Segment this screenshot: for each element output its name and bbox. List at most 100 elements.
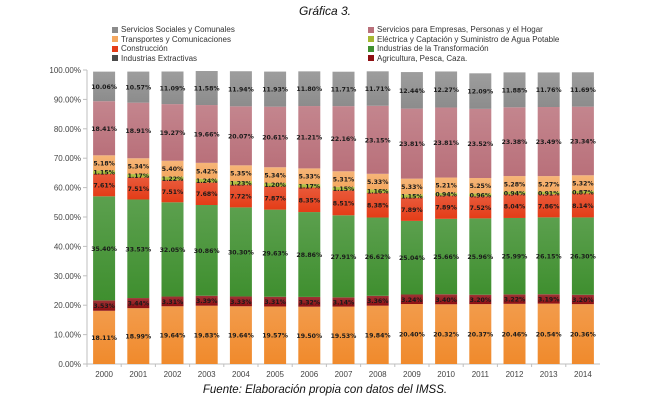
legend-swatch (368, 45, 374, 52)
legend-swatch (112, 55, 118, 62)
data-label: 8.14% (572, 203, 593, 210)
data-label: 7.61% (93, 183, 114, 190)
data-label: 3.40% (435, 297, 456, 304)
data-label: 1.15% (93, 170, 114, 177)
bar-segment (298, 106, 321, 169)
x-tick-label: 2000 (95, 370, 113, 379)
x-tick-label: 2006 (300, 370, 318, 379)
y-tick-label: 30.00% (54, 272, 81, 281)
y-tick-label: 0.00% (58, 360, 81, 369)
data-label: 18.11% (91, 335, 117, 342)
bar-segment (332, 190, 355, 216)
data-label: 3.14% (333, 299, 354, 306)
x-tick-label: 2003 (198, 370, 216, 379)
data-label: 25.96% (467, 254, 493, 261)
data-label: 3.31% (162, 299, 183, 306)
data-label: 19.27% (160, 130, 186, 137)
legend-label: Servicios Sociales y Comunales (121, 25, 235, 34)
data-label: 3.53% (93, 303, 114, 310)
bar-segment (537, 107, 560, 177)
data-label: 12.09% (467, 89, 493, 96)
bar-segment (161, 180, 184, 203)
y-tick-label: 80.00% (54, 125, 81, 134)
data-label: 25.66% (433, 254, 459, 261)
data-label: 23.34% (570, 138, 596, 145)
bar-segment (571, 106, 594, 176)
data-label: 11.80% (296, 86, 322, 93)
bar-segment (161, 176, 184, 181)
data-label: 5.31% (333, 177, 354, 184)
bar-segment (400, 108, 423, 179)
y-tick-label: 10.00% (54, 331, 81, 340)
data-label: 19.84% (365, 332, 391, 339)
bar-segment (229, 207, 252, 297)
data-label: 5.34% (128, 164, 149, 171)
x-tick-label: 2001 (129, 370, 147, 379)
bar-segment (93, 170, 116, 174)
data-label: 19.66% (194, 131, 220, 138)
legend-item: Industrias de la Transformación (368, 44, 559, 54)
legend-swatch (368, 55, 374, 62)
x-tick-label: 2011 (472, 370, 490, 379)
data-label: 18.99% (125, 334, 151, 341)
data-label: 11.94% (228, 86, 254, 93)
x-tick-label: 2009 (403, 370, 421, 379)
data-label: 3.20% (470, 297, 491, 304)
bar-segment (332, 215, 355, 298)
x-tick-label: 2007 (335, 370, 353, 379)
y-tick-label: 40.00% (54, 242, 81, 251)
legend-label: Servicios para Empresas, Personas y el H… (377, 25, 543, 34)
bar-segment (93, 300, 116, 311)
x-tick-label: 2012 (506, 370, 524, 379)
data-label: 5.33% (401, 184, 422, 191)
data-label: 3.22% (504, 297, 525, 304)
bar-segment (298, 187, 321, 213)
bar-segment (127, 308, 150, 364)
bar-segment (332, 306, 355, 364)
y-tick-label: 50.00% (54, 213, 81, 222)
bar-segment (93, 155, 116, 171)
legend-item: Servicios para Empresas, Personas y el H… (368, 25, 559, 35)
data-label: 20.37% (467, 332, 493, 339)
bar-segment (161, 202, 184, 297)
bar-segment (264, 306, 287, 364)
data-label: 30.30% (228, 249, 254, 256)
bar-segment (332, 71, 355, 107)
bar-segment (127, 199, 150, 299)
y-tick-label: 70.00% (54, 154, 81, 163)
bar-segment (435, 177, 458, 193)
bar-segment (161, 104, 184, 161)
bar-segment (400, 294, 423, 305)
data-label: 0.94% (435, 192, 456, 199)
bar-segment (229, 181, 252, 185)
data-label: 5.21% (435, 183, 456, 190)
data-label: 3.36% (367, 298, 388, 305)
data-label: 11.71% (365, 86, 391, 93)
data-label: 8.38% (367, 203, 388, 210)
bar-segment (469, 218, 492, 295)
bar-segment (503, 303, 526, 364)
bar-segment (93, 173, 116, 197)
bar-segment (435, 218, 458, 295)
bar-segment (435, 195, 458, 219)
bar-segment (298, 296, 321, 307)
x-tick-label: 2005 (266, 370, 284, 379)
data-label: 7.89% (401, 207, 422, 214)
legend-item: Construcción (112, 44, 235, 54)
bar-segment (195, 162, 218, 179)
data-label: 18.91% (125, 128, 151, 135)
legend-swatch (368, 36, 374, 43)
legend-label: Industrias Extractivas (121, 53, 198, 63)
data-label: 22.16% (331, 136, 357, 143)
bar-segment (537, 194, 560, 218)
bar-segment (469, 178, 492, 194)
bar-segment (229, 184, 252, 208)
data-label: 11.58% (194, 86, 220, 93)
data-label: 7.72% (230, 194, 251, 201)
data-label: 20.32% (433, 332, 459, 339)
bar-segment (400, 304, 423, 364)
data-label: 20.61% (262, 134, 288, 141)
data-label: 28.86% (296, 252, 322, 259)
legend-label: Eléctrica y Captación y Suministro de Ag… (377, 34, 560, 44)
bar-segment (469, 196, 492, 219)
